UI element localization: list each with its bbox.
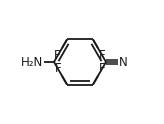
Text: F: F [99,49,106,62]
Text: H₂N: H₂N [21,56,43,68]
Text: N: N [119,56,128,68]
Text: F: F [99,62,106,75]
Text: F: F [54,49,61,62]
Text: F: F [54,62,61,75]
